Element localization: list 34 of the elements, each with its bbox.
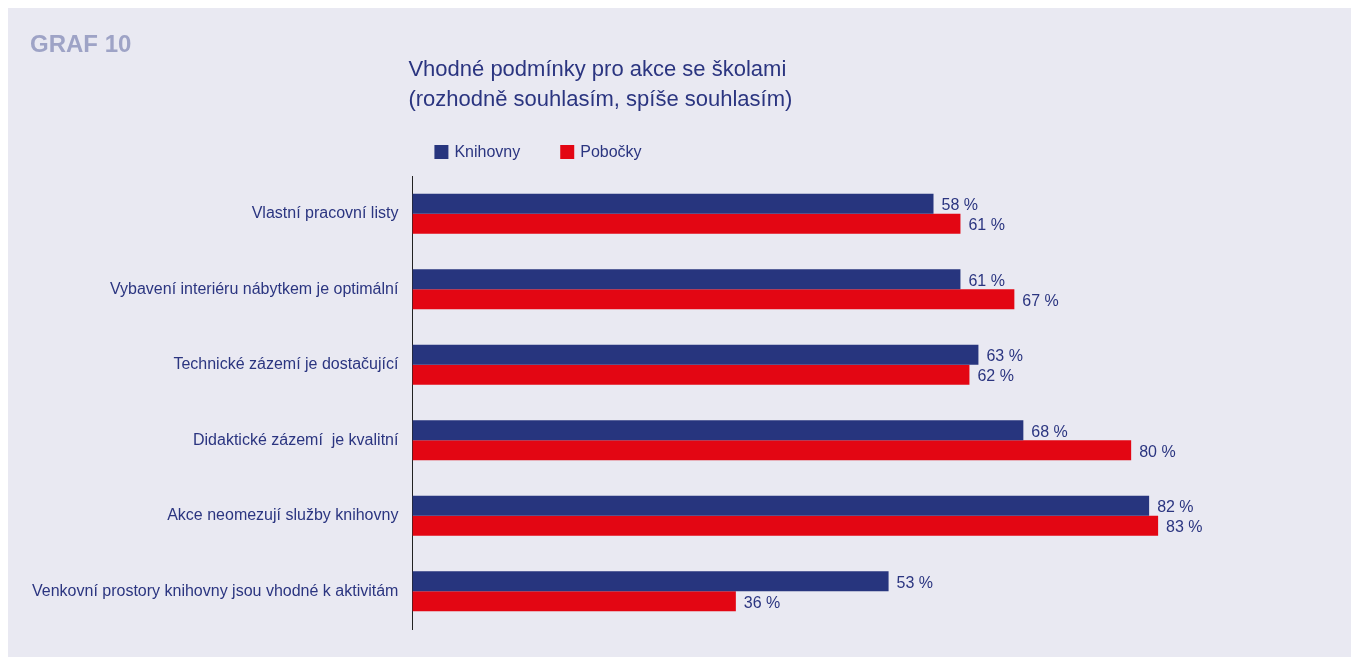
bar — [412, 289, 1015, 310]
data-label: 62 % — [977, 367, 1014, 385]
y-tick-label: Akce neomezují služby knihovny — [167, 506, 399, 524]
data-label: 80 % — [1139, 442, 1176, 460]
data-label: 82 % — [1157, 498, 1194, 516]
y-tick-label: Didaktické zázemí je kvalitní — [193, 430, 399, 448]
bar — [412, 193, 934, 214]
data-label: 36 % — [743, 593, 781, 611]
data-label: 61 % — [968, 271, 1005, 289]
bar — [412, 571, 889, 592]
y-tick-label: Vlastní pracovní listy — [251, 204, 399, 222]
data-label: 83 % — [1166, 518, 1203, 536]
y-tick-label: Venkovní prostory knihovny jsou vhodné k aktivitám — [31, 581, 399, 599]
data-label: 61 % — [968, 216, 1005, 234]
data-label: 67 % — [1022, 291, 1059, 309]
data-label: 58 % — [941, 196, 978, 214]
bar — [412, 495, 1150, 516]
legend-label: Pobočky — [580, 143, 642, 161]
bar — [412, 213, 961, 234]
text: GRAF 10 — [30, 30, 132, 57]
chart-title: Vhodné podmínky pro akce se školami (rozhodně souhlasím, spíše souhlasím) — [408, 56, 793, 111]
bar — [412, 591, 736, 612]
y-tick-label: Technické zázemí je dostačující — [173, 355, 399, 373]
y-tick-label: Vybavení interiéru nábytkem je optimální — [109, 279, 399, 297]
legend-label: Knihovny — [454, 143, 521, 161]
data-label: 63 % — [986, 347, 1023, 365]
bar — [412, 344, 979, 365]
bar — [412, 515, 1159, 536]
bar — [412, 420, 1024, 441]
bar — [412, 269, 961, 290]
data-label: 53 % — [896, 573, 934, 591]
bar — [412, 364, 970, 385]
bar — [412, 440, 1132, 461]
data-label: 68 % — [1031, 422, 1068, 440]
